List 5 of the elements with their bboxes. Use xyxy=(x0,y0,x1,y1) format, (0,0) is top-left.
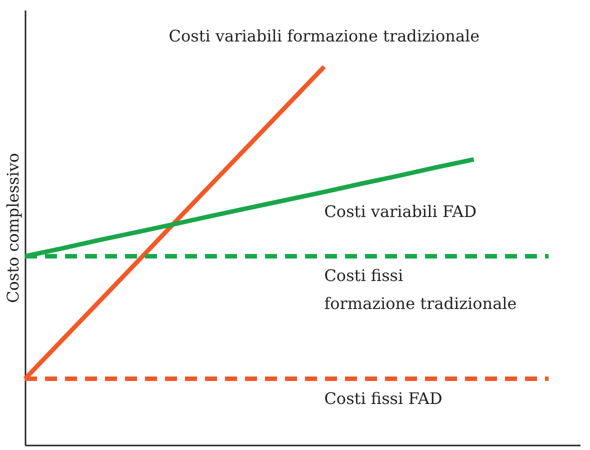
series-label: Costi variabili FAD xyxy=(324,202,477,221)
series-label: Costi variabili formazione tradizionale xyxy=(168,26,480,46)
series-label: Costi fissi formazione tradizionale xyxy=(324,266,517,314)
y-axis-title: Costo complessivo xyxy=(4,152,22,304)
series-label: Costi fissi FAD xyxy=(324,388,442,408)
